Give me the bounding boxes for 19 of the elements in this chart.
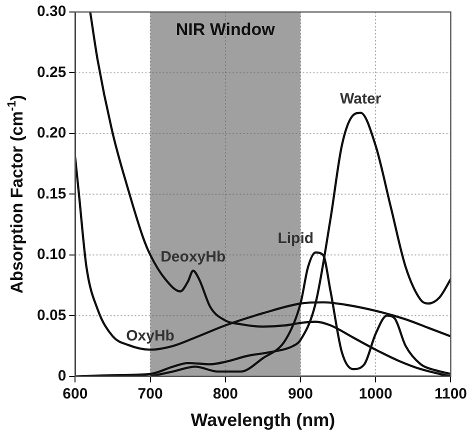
y-tick-label: 0.05 — [36, 306, 66, 324]
x-tick-label: 800 — [212, 386, 238, 403]
y-tick-label: 0.10 — [36, 246, 66, 264]
x-tick-label: 700 — [138, 386, 163, 403]
y-tick-label: 0 — [58, 368, 66, 385]
y-tick-label: 0.25 — [36, 64, 66, 81]
y-axis-title: Absorption Factor (cm-1) — [4, 94, 27, 294]
series-label: DeoxyHb — [160, 248, 226, 266]
band-label: NIR Window — [176, 20, 276, 40]
y-tick-label: 0.15 — [36, 185, 66, 202]
x-tick-label: 900 — [288, 386, 314, 403]
y-tick-label: 0.30 — [36, 3, 66, 20]
x-axis-title: Wavelength (nm) — [190, 410, 336, 430]
x-tick-label: 1100 — [434, 386, 468, 403]
y-tick-label: 0.20 — [36, 124, 66, 142]
series-label: OxyHb — [126, 327, 174, 344]
x-tick-label: 600 — [62, 386, 88, 403]
x-tick-label: 1000 — [358, 386, 392, 403]
series-label: Water — [340, 90, 382, 108]
